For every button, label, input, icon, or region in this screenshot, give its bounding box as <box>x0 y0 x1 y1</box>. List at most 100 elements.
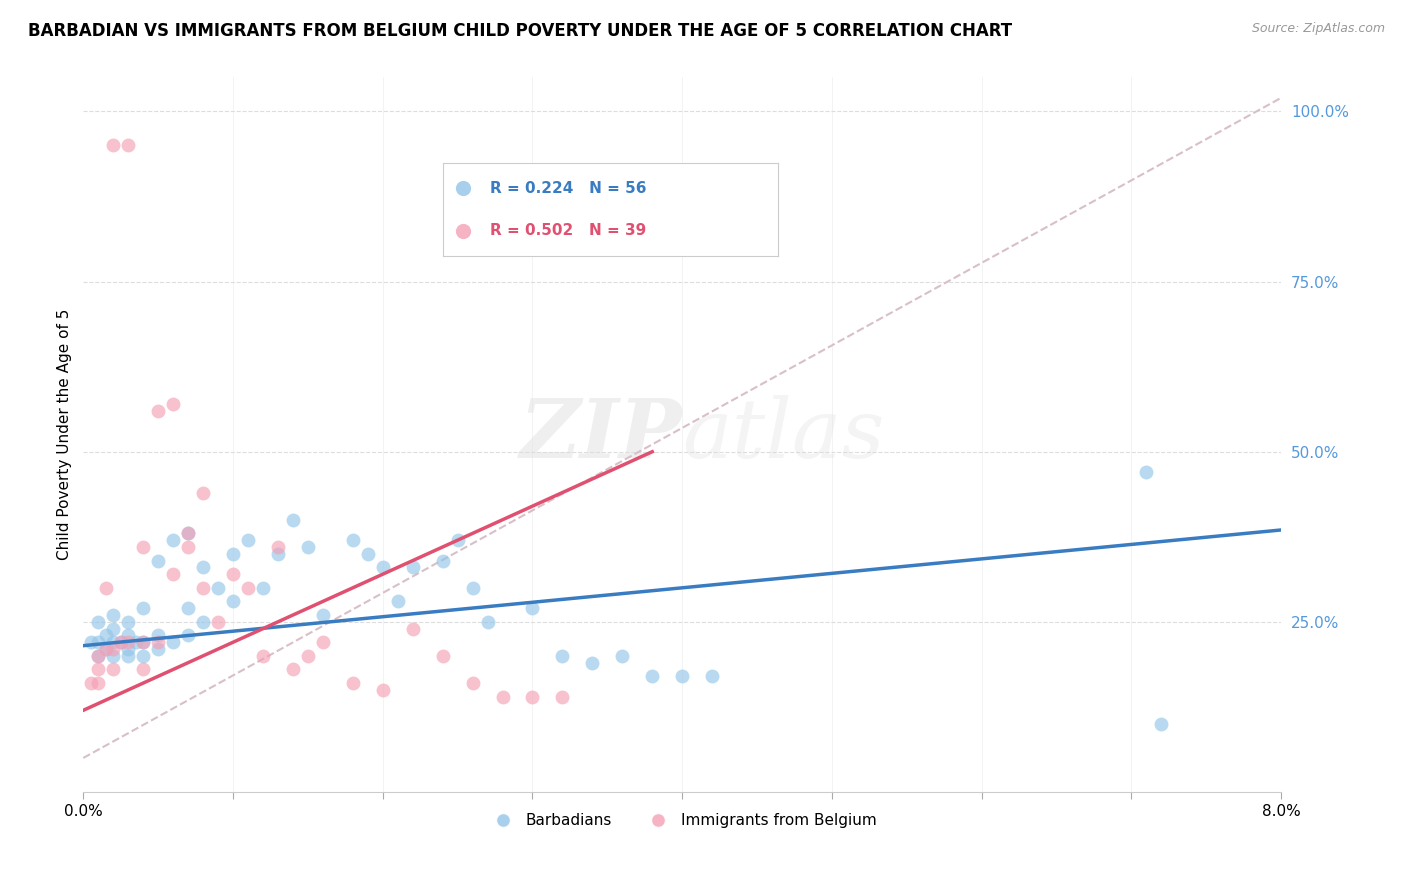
Point <box>146 635 169 649</box>
Point <box>702 669 724 683</box>
Point <box>312 607 335 622</box>
Point <box>1150 717 1173 731</box>
Point <box>117 648 139 663</box>
Point <box>281 513 304 527</box>
Point <box>207 615 229 629</box>
Point <box>87 663 110 677</box>
Point <box>207 581 229 595</box>
Point <box>103 607 125 622</box>
Point <box>87 648 110 663</box>
Point <box>117 615 139 629</box>
Point <box>342 533 364 548</box>
Point <box>402 560 425 574</box>
Point <box>80 635 103 649</box>
Point <box>191 485 214 500</box>
Point <box>110 635 132 649</box>
Point <box>146 628 169 642</box>
Point <box>446 533 468 548</box>
Point <box>387 594 409 608</box>
Point <box>551 648 574 663</box>
Point <box>267 547 290 561</box>
Point <box>162 533 184 548</box>
Point <box>477 615 499 629</box>
Point <box>103 635 125 649</box>
Point <box>125 635 148 649</box>
Point <box>191 615 214 629</box>
Point <box>103 622 125 636</box>
Text: Source: ZipAtlas.com: Source: ZipAtlas.com <box>1251 22 1385 36</box>
Legend: Barbadians, Immigrants from Belgium: Barbadians, Immigrants from Belgium <box>481 807 883 834</box>
Point <box>117 628 139 642</box>
Point <box>162 397 184 411</box>
Text: BARBADIAN VS IMMIGRANTS FROM BELGIUM CHILD POVERTY UNDER THE AGE OF 5 CORRELATIO: BARBADIAN VS IMMIGRANTS FROM BELGIUM CHI… <box>28 22 1012 40</box>
Point <box>297 540 319 554</box>
Point <box>461 581 484 595</box>
Point <box>267 540 290 554</box>
Point <box>94 642 117 657</box>
Point <box>222 547 245 561</box>
Point <box>402 622 425 636</box>
Point <box>432 553 454 567</box>
Point <box>281 663 304 677</box>
Point <box>491 690 513 704</box>
Point <box>191 560 214 574</box>
Point <box>522 601 544 615</box>
Point <box>461 676 484 690</box>
Point <box>371 560 394 574</box>
Point <box>94 628 117 642</box>
Point <box>103 648 125 663</box>
Point <box>641 669 664 683</box>
Y-axis label: Child Poverty Under the Age of 5: Child Poverty Under the Age of 5 <box>58 309 72 560</box>
Point <box>162 567 184 582</box>
Point <box>252 648 274 663</box>
Point <box>80 676 103 690</box>
Point <box>551 690 574 704</box>
Point <box>117 138 139 153</box>
Point <box>146 404 169 418</box>
Point <box>87 676 110 690</box>
Point <box>87 635 110 649</box>
Point <box>432 648 454 663</box>
Point <box>132 540 155 554</box>
Point <box>191 581 214 595</box>
Point <box>87 615 110 629</box>
Point <box>357 547 380 561</box>
Point <box>146 553 169 567</box>
Point <box>132 663 155 677</box>
Point <box>371 682 394 697</box>
Point <box>117 642 139 657</box>
Point <box>103 642 125 657</box>
Point <box>222 594 245 608</box>
Point <box>103 138 125 153</box>
Text: atlas: atlas <box>682 394 884 475</box>
Point <box>94 642 117 657</box>
Point <box>177 601 200 615</box>
Point <box>222 567 245 582</box>
Point <box>177 628 200 642</box>
Point <box>110 635 132 649</box>
Point <box>146 642 169 657</box>
Point <box>252 581 274 595</box>
Point <box>612 648 634 663</box>
Point <box>297 648 319 663</box>
Point <box>177 540 200 554</box>
Point <box>132 601 155 615</box>
Point <box>522 690 544 704</box>
Point <box>132 635 155 649</box>
Point <box>236 533 259 548</box>
Point <box>1135 465 1157 479</box>
Point <box>162 635 184 649</box>
Text: ZIP: ZIP <box>520 394 682 475</box>
Point <box>87 648 110 663</box>
Point <box>671 669 693 683</box>
Point <box>103 663 125 677</box>
Point <box>132 635 155 649</box>
Point <box>132 648 155 663</box>
Point <box>581 656 603 670</box>
Point <box>117 635 139 649</box>
Point <box>177 526 200 541</box>
Point <box>236 581 259 595</box>
Point <box>342 676 364 690</box>
Point <box>312 635 335 649</box>
Point <box>94 581 117 595</box>
